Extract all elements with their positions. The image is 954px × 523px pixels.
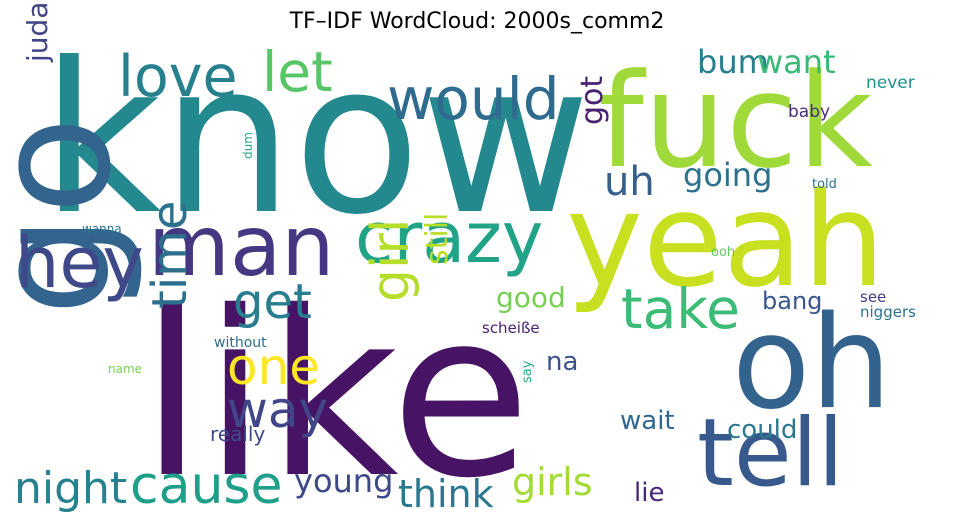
word-35: could: [727, 415, 797, 445]
chart-title: TF–IDF WordCloud: 2000s_comm2: [289, 9, 665, 34]
word-46: name: [108, 362, 142, 376]
word-44: scheiße: [482, 319, 540, 337]
word-37: really: [210, 422, 265, 446]
word-30: good: [496, 281, 566, 314]
word-38: never: [866, 73, 915, 93]
word-1: like: [140, 262, 531, 523]
word-28: got: [575, 76, 610, 125]
word-9: hey: [15, 222, 144, 304]
word-24: bum: [697, 43, 769, 81]
word-2: fuck: [598, 45, 873, 197]
word-11: love: [118, 44, 238, 110]
word-5: tell: [697, 399, 844, 508]
word-34: wait: [620, 406, 675, 436]
word-0: know: [41, 19, 591, 261]
word-19: way: [227, 381, 328, 439]
word-13: take: [621, 277, 740, 341]
word-32: bang: [762, 287, 822, 315]
word-4: oh: [732, 289, 891, 438]
word-40: told: [812, 177, 837, 192]
word-17: time: [142, 201, 198, 309]
word-36: lie: [634, 478, 664, 508]
word-39: baby: [788, 102, 830, 122]
word-42: see: [860, 288, 886, 306]
word-8: crazy: [355, 197, 543, 279]
word-20: night: [14, 463, 127, 514]
word-18: one: [227, 338, 320, 396]
word-48: wanna: [82, 222, 122, 236]
word-33: na: [546, 347, 578, 377]
word-43: niggers: [860, 303, 916, 321]
word-15: girl: [361, 219, 421, 302]
word-3: yeah: [566, 164, 885, 316]
word-45: without: [214, 335, 267, 351]
word-22: girls: [512, 460, 593, 504]
word-29: judas: [21, 0, 54, 63]
word-12: let: [262, 40, 333, 104]
word-7: man: [148, 197, 335, 295]
word-6: go: [0, 117, 146, 316]
word-27: going: [683, 156, 772, 194]
word-31: still: [420, 213, 455, 265]
word-16: get: [233, 274, 312, 330]
word-49: dum: [241, 132, 255, 159]
word-26: uh: [604, 159, 655, 205]
word-47: say: [520, 360, 535, 383]
word-21: think: [398, 472, 494, 516]
word-25: want: [757, 43, 836, 81]
word-10: would: [387, 65, 560, 133]
word-41: ooh: [711, 245, 735, 260]
word-14: cause: [130, 456, 283, 516]
word-23: young: [294, 462, 393, 500]
